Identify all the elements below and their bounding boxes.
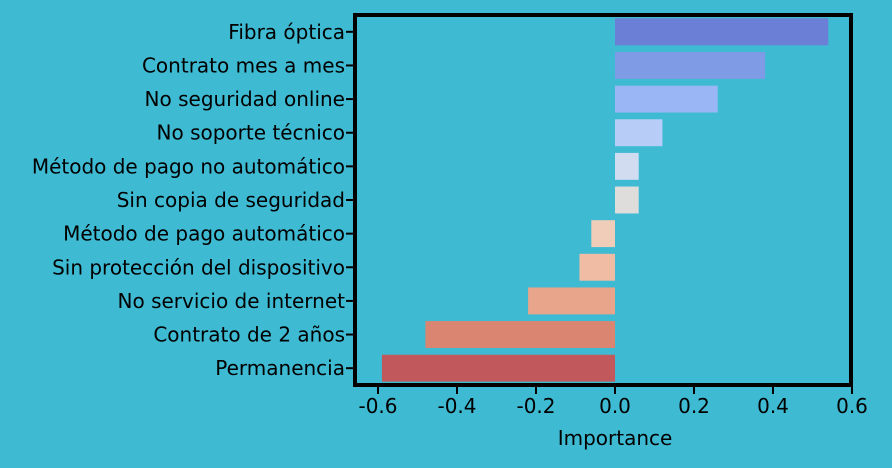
category-labels: Fibra óptica Contrato mes a mes No segurid…: [32, 20, 345, 380]
bar-6: [591, 220, 615, 248]
category-label: Sin protección del dispositivo: [52, 255, 345, 279]
x-tick-label: -0.4: [437, 394, 476, 418]
x-tick-label: 0.4: [757, 394, 789, 418]
category-label: Método de pago automático: [63, 222, 345, 246]
x-tick-label: 0.6: [836, 394, 868, 418]
bar-2: [615, 85, 718, 113]
category-label: No servicio de internet: [118, 289, 346, 313]
category-label: Sin copia de seguridad: [117, 188, 345, 212]
bar-7: [579, 253, 615, 281]
x-tick-label: -0.2: [516, 394, 555, 418]
bar-0: [615, 18, 829, 46]
bar-1: [615, 52, 766, 79]
x-tick-label: 0.0: [599, 394, 631, 418]
bar-4: [615, 152, 639, 180]
x-tick-label: -0.6: [358, 394, 397, 418]
bar-3: [615, 119, 663, 147]
x-tick-label: 0.2: [678, 394, 710, 418]
bar-10: [381, 354, 615, 382]
bar-9: [425, 321, 615, 348]
plot-frame: [353, 13, 853, 387]
category-label: No soporte técnico: [157, 121, 345, 145]
category-label: Fibra óptica: [228, 20, 345, 44]
bars-group: [381, 18, 829, 382]
category-label: Contrato mes a mes: [142, 53, 345, 77]
bar-5: [615, 186, 639, 214]
category-label: Permanencia: [215, 356, 345, 380]
x-axis-label: Importance: [558, 426, 673, 450]
bar-8: [528, 287, 615, 315]
x-tick-labels: -0.6 -0.4 -0.2 0.0 0.2 0.4 0.6: [358, 394, 867, 418]
category-label: No seguridad online: [145, 87, 345, 111]
category-label: Contrato de 2 años: [153, 323, 345, 347]
category-label: Método de pago no automático: [32, 154, 345, 178]
